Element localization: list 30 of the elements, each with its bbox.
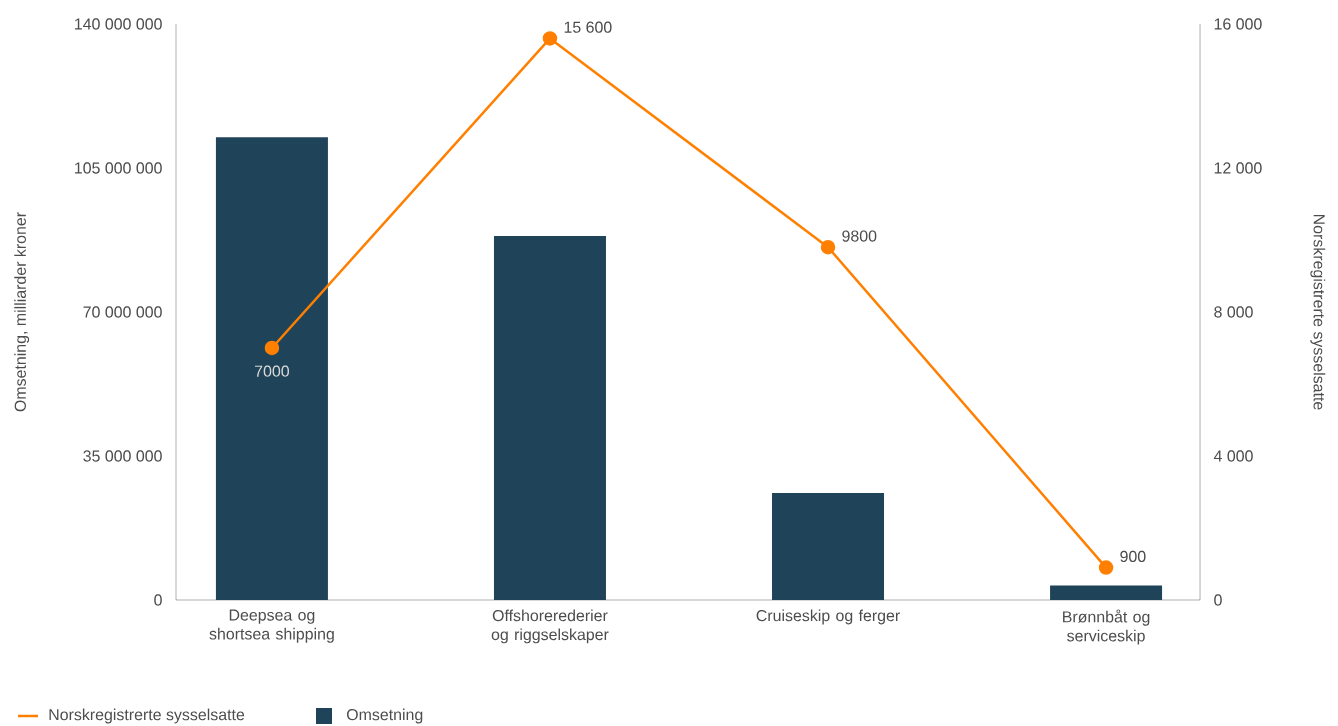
- x-tick-label: Brønnbåt og serviceskip: [1063, 609, 1150, 645]
- legend-label: Omsetning: [346, 708, 423, 724]
- bar: [215, 137, 328, 600]
- legend-label: Norskregistrerte sysselsatte: [49, 708, 245, 724]
- data-label: 900: [1120, 550, 1146, 563]
- bar: [772, 493, 885, 600]
- y-tick-label: 140 000 000: [75, 18, 162, 30]
- point: [542, 31, 558, 46]
- y-tick-label: 70 000 000: [83, 306, 162, 318]
- y2-axis-title: Norskregistrerte sysselsatte: [1310, 214, 1326, 410]
- y-tick-label: 35 000 000: [83, 450, 162, 462]
- y2-tick-label: 4 000: [1213, 450, 1253, 462]
- y-tick-label: 0: [154, 594, 162, 606]
- bar: [1050, 585, 1163, 600]
- x-tick-label: Cruiseskip og ferger: [756, 609, 900, 625]
- point: [1098, 560, 1114, 575]
- data-label: 15 600: [564, 21, 612, 33]
- point: [264, 340, 280, 356]
- x-tick-label: Offshorerederier og riggselskaper: [491, 609, 609, 644]
- data-label: 9800: [842, 230, 877, 242]
- y2-tick-label: 16 000: [1214, 18, 1262, 30]
- y-axis-title: Omsetning, milliarder kroner: [14, 212, 30, 412]
- point: [820, 239, 836, 255]
- x-tick-label: Deepsea og shortsea shipping: [209, 609, 334, 643]
- y2-tick-label: 0: [1214, 594, 1222, 606]
- y2-tick-label: 8 000: [1214, 306, 1253, 318]
- bar: [493, 235, 606, 600]
- data-label: 7000: [255, 365, 290, 377]
- y2-tick-label: 12 000: [1214, 162, 1262, 174]
- y-tick-label: 105 000 000: [75, 162, 162, 174]
